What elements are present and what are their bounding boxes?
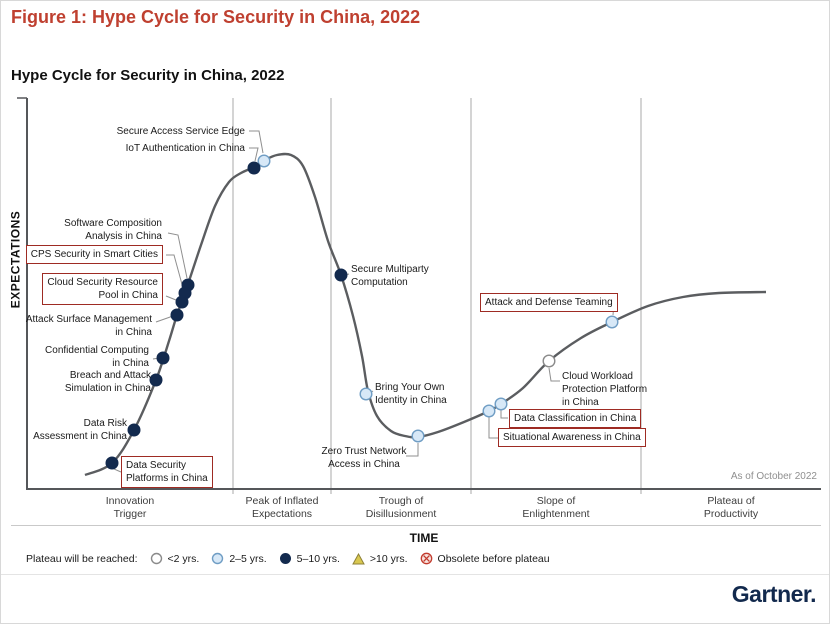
yellow-triangle-icon [352, 552, 365, 564]
data-classification-in-china-connector [500, 410, 508, 419]
breach-and-attack-simulation-in-china-dot [149, 373, 163, 387]
secure-access-service-edge-dot [257, 154, 271, 168]
confidential-computing-in-china-label: Confidential Computing in China [45, 345, 149, 369]
cloud-security-resource-pool-in-china-connector [165, 295, 177, 301]
light-blue-circle-icon [212, 552, 224, 565]
legend-item-5-10: 5–10 yrs. [279, 552, 340, 565]
legend-item-label: <2 yrs. [167, 552, 200, 565]
secure-multiparty-computation-dot [334, 268, 348, 282]
secure-multiparty-computation-connector [344, 273, 350, 276]
legend-item-label: 2–5 yrs. [229, 552, 267, 565]
navy-circle-icon [279, 553, 291, 564]
confidential-computing-in-china-dot [156, 351, 170, 365]
attack-surface-management-in-china-label: Attack Surface Management in China [25, 314, 152, 338]
attack-and-defense-teaming-label: Attack and Defense Teaming [480, 293, 618, 312]
phase-divider-rule [11, 525, 821, 526]
y-axis-label: EXPECTATIONS [8, 210, 23, 309]
legend: Plateau will be reached: <2 yrs. 2–5 yrs… [26, 552, 550, 565]
cps-security-in-smart-cities-label: CPS Security in Smart Cities [25, 245, 163, 264]
attack-and-defense-teaming-dot [605, 315, 619, 329]
hype-curve [84, 152, 767, 477]
cloud-workload-protection-platform-in-china-dot [542, 354, 556, 368]
software-composition-analysis-in-china-dot [181, 278, 195, 292]
legend-item-label: >10 yrs. [369, 552, 408, 565]
situational-awareness-in-china-dot [482, 404, 496, 418]
footer-divider-rule [1, 574, 829, 575]
iot-authentication-in-china-connector [249, 147, 259, 162]
legend-title: Plateau will be reached: [26, 552, 138, 565]
phase-label-plateau-of-productivity: Plateau of Productivity [703, 495, 759, 521]
chart-title: Hype Cycle for Security in China, 2022 [11, 67, 285, 84]
bring-your-own-identity-in-china-label: Bring Your Own Identity in China [375, 382, 447, 406]
cloud-workload-protection-platform-in-china-connector [548, 367, 560, 382]
x-axis-label: TIME [409, 531, 439, 545]
data-security-platforms-in-china-connector [112, 465, 122, 473]
legend-item-lt2: <2 yrs. [150, 552, 200, 565]
cloud-security-resource-pool-in-china-dot [175, 295, 189, 309]
secure-access-service-edge-connector [249, 130, 264, 154]
legend-item-obsolete: Obsolete before plateau [420, 552, 550, 565]
secure-multiparty-computation-label: Secure Multiparty Computation [351, 264, 429, 288]
cps-security-in-smart-cities-connector [166, 254, 184, 289]
data-classification-in-china-label: Data Classification in China [509, 409, 642, 428]
legend-item-2-5: 2–5 yrs. [211, 552, 267, 565]
bring-your-own-identity-in-china-connector [369, 390, 374, 394]
crossed-circle-icon [420, 552, 432, 565]
zero-trust-network-access-in-china-label: Zero Trust Network Access in China [321, 446, 407, 470]
phase-label-trough-of-disillusionment: Trough of Disillusionment [365, 495, 437, 521]
breach-and-attack-simulation-in-china-label: Breach and Attack Simulation in China [64, 370, 151, 394]
data-risk-assessment-in-china-dot [127, 423, 141, 437]
secure-access-service-edge-label: Secure Access Service Edge [116, 126, 245, 137]
legend-item-label: 5–10 yrs. [296, 552, 340, 565]
figure-title: Figure 1: Hype Cycle for Security in Chi… [11, 7, 421, 27]
legend-item-gt10: >10 yrs. [352, 552, 408, 565]
open-circle-icon [150, 552, 162, 565]
phase-label-slope-of-enlightenment: Slope of Enlightenment [522, 495, 590, 521]
gartner-logo: Gartner. [731, 581, 817, 607]
data-security-platforms-in-china-dot [105, 456, 119, 470]
data-security-platforms-in-china-label: Data Security Platforms in China [121, 456, 213, 488]
software-composition-analysis-in-china-connector [167, 232, 188, 279]
phase-label-peak-of-inflated-expectations: Peak of Inflated Expectations [245, 495, 319, 521]
bring-your-own-identity-in-china-dot [359, 387, 373, 401]
situational-awareness-in-china-label: Situational Awareness in China [498, 428, 646, 447]
legend-item-label: Obsolete before plateau [437, 552, 550, 565]
zero-trust-network-access-in-china-dot [411, 429, 425, 443]
iot-authentication-in-china-dot [247, 161, 261, 175]
data-classification-in-china-dot [494, 397, 508, 411]
phase-label-innovation-trigger: Innovation Trigger [105, 495, 155, 521]
situational-awareness-in-china-connector [488, 417, 498, 439]
attack-surface-management-in-china-connector [155, 315, 174, 323]
attack-surface-management-in-china-dot [170, 308, 184, 322]
confidential-computing-in-china-connector [152, 357, 160, 360]
as-of-date: As of October 2022 [730, 471, 817, 482]
cloud-security-resource-pool-in-china-label: Cloud Security Resource Pool in China [42, 273, 163, 305]
iot-authentication-in-china-label: IoT Authentication in China [125, 143, 245, 154]
cloud-workload-protection-platform-in-china-label: Cloud Workload Protection Platform in Ch… [562, 371, 648, 408]
data-risk-assessment-in-china-label: Data Risk Assessment in China [33, 418, 127, 442]
software-composition-analysis-in-china-label: Software Composition Analysis in China [64, 218, 162, 242]
data-risk-assessment-in-china-connector [128, 430, 133, 433]
cps-security-in-smart-cities-dot [178, 286, 192, 300]
